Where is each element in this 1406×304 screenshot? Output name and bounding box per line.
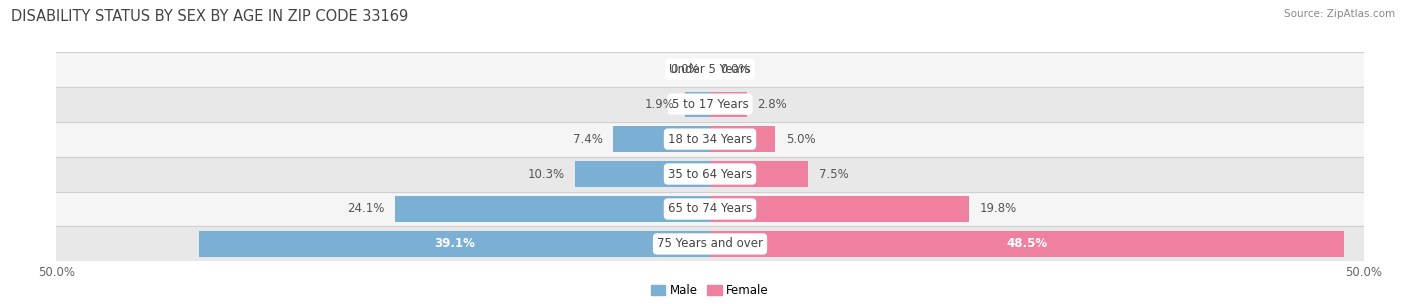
- Text: 0.0%: 0.0%: [669, 63, 700, 76]
- Bar: [56, 192, 1364, 226]
- Bar: [56, 87, 1364, 122]
- Text: DISABILITY STATUS BY SEX BY AGE IN ZIP CODE 33169: DISABILITY STATUS BY SEX BY AGE IN ZIP C…: [11, 9, 409, 24]
- Text: Under 5 Years: Under 5 Years: [669, 63, 751, 76]
- Text: 48.5%: 48.5%: [1007, 237, 1047, 250]
- Bar: [575, 161, 710, 187]
- Text: Source: ZipAtlas.com: Source: ZipAtlas.com: [1284, 9, 1395, 19]
- Text: 35 to 64 Years: 35 to 64 Years: [668, 168, 752, 181]
- Text: 0.0%: 0.0%: [720, 63, 751, 76]
- Text: 5.0%: 5.0%: [786, 133, 815, 146]
- Text: 75 Years and over: 75 Years and over: [657, 237, 763, 250]
- Bar: [56, 157, 1364, 192]
- Text: 5 to 17 Years: 5 to 17 Years: [672, 98, 748, 111]
- Bar: [56, 122, 1364, 157]
- Bar: [395, 196, 710, 222]
- Text: 7.5%: 7.5%: [818, 168, 848, 181]
- Bar: [710, 126, 776, 152]
- Text: 10.3%: 10.3%: [527, 168, 565, 181]
- Text: 1.9%: 1.9%: [645, 98, 675, 111]
- Legend: Male, Female: Male, Female: [647, 279, 773, 302]
- Text: 24.1%: 24.1%: [347, 202, 384, 216]
- Bar: [710, 231, 1344, 257]
- Text: 65 to 74 Years: 65 to 74 Years: [668, 202, 752, 216]
- Bar: [56, 226, 1364, 261]
- Text: 39.1%: 39.1%: [434, 237, 475, 250]
- Text: 7.4%: 7.4%: [572, 133, 603, 146]
- Bar: [56, 52, 1364, 87]
- Text: 2.8%: 2.8%: [756, 98, 787, 111]
- Text: 19.8%: 19.8%: [980, 202, 1017, 216]
- Bar: [710, 92, 747, 117]
- Bar: [710, 196, 969, 222]
- Bar: [710, 161, 808, 187]
- Text: 18 to 34 Years: 18 to 34 Years: [668, 133, 752, 146]
- Bar: [613, 126, 710, 152]
- Bar: [685, 92, 710, 117]
- Bar: [198, 231, 710, 257]
